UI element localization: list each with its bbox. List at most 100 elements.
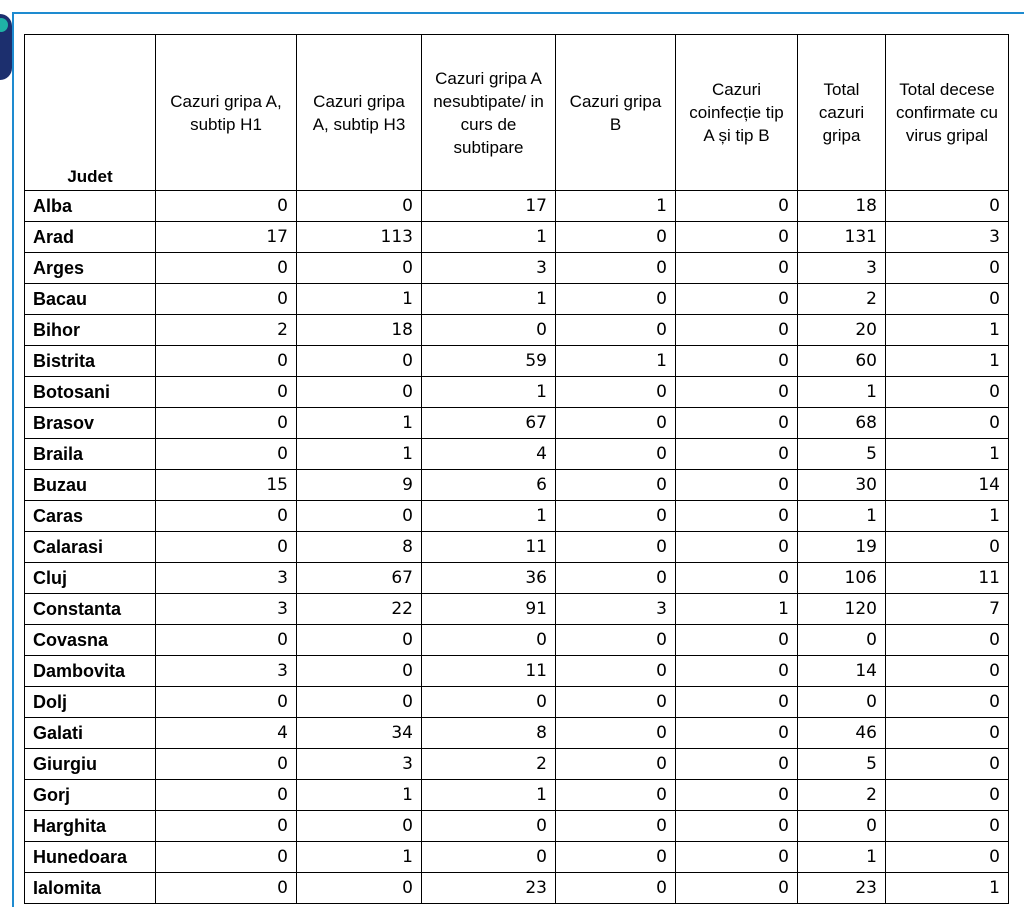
cell-value: 0 (421, 686, 556, 718)
cell-value: 0 (555, 469, 676, 501)
cell-value: 3 (155, 562, 297, 594)
cell-value: 0 (675, 345, 798, 377)
cell-value: 0 (675, 779, 798, 811)
cell-value: 0 (797, 810, 886, 842)
cell-value: 0 (555, 655, 676, 687)
cell-value: 0 (675, 562, 798, 594)
cell-value: 6 (421, 469, 556, 501)
cell-value: 131 (797, 221, 886, 253)
cell-value: 11 (421, 531, 556, 563)
cell-value: 0 (555, 314, 676, 346)
county-name: Buzau (24, 469, 156, 501)
cell-value: 0 (885, 686, 1009, 718)
cell-value: 0 (155, 872, 297, 904)
cell-value: 19 (797, 531, 886, 563)
cell-value: 0 (885, 252, 1009, 284)
cell-value: 0 (555, 283, 676, 315)
column-header: Cazuri gripa A, subtip H1 (155, 34, 297, 191)
cell-value: 0 (675, 252, 798, 284)
cell-value: 0 (675, 686, 798, 718)
table-row: Brasov 0 1 67 0 0 68 0 (24, 407, 1009, 439)
cell-value: 15 (155, 469, 297, 501)
cell-value: 0 (155, 283, 297, 315)
cell-value: 0 (155, 810, 297, 842)
cell-value: 0 (675, 531, 798, 563)
table-row: Alba 0 0 17 1 0 18 0 (24, 190, 1009, 222)
cell-value: 2 (421, 748, 556, 780)
cell-value: 0 (555, 717, 676, 749)
table-row: Arad 17 113 1 0 0 131 3 (24, 221, 1009, 253)
cell-value: 0 (885, 190, 1009, 222)
cell-value: 2 (155, 314, 297, 346)
table-row: Harghita 0 0 0 0 0 0 0 (24, 810, 1009, 842)
table-row: Bacau 0 1 1 0 0 2 0 (24, 283, 1009, 315)
county-name: Alba (24, 190, 156, 222)
cell-value: 0 (675, 438, 798, 470)
table-body: Alba 0 0 17 1 0 18 0 Arad 17 113 1 0 0 131 3 Arges 0 0 3 0 0 3… (24, 190, 1009, 904)
county-name: Dambovita (24, 655, 156, 687)
cell-value: 14 (885, 469, 1009, 501)
cell-value: 8 (421, 717, 556, 749)
cell-value: 1 (296, 841, 422, 873)
county-name: Calarasi (24, 531, 156, 563)
cell-value: 0 (155, 748, 297, 780)
cell-value: 0 (885, 531, 1009, 563)
cell-value: 0 (555, 779, 676, 811)
cell-value: 1 (675, 593, 798, 625)
cell-value: 0 (155, 190, 297, 222)
cell-value: 0 (421, 624, 556, 656)
cell-value: 0 (675, 717, 798, 749)
cell-value: 1 (885, 438, 1009, 470)
table-row: Giurgiu 0 3 2 0 0 5 0 (24, 748, 1009, 780)
table-row: Gorj 0 1 1 0 0 2 0 (24, 779, 1009, 811)
cell-value: 17 (155, 221, 297, 253)
county-name: Constanta (24, 593, 156, 625)
table-row: Buzau 15 9 6 0 0 30 14 (24, 469, 1009, 501)
cell-value: 0 (885, 283, 1009, 315)
cell-value: 0 (885, 624, 1009, 656)
cell-value: 0 (797, 686, 886, 718)
cell-value: 0 (296, 686, 422, 718)
county-name: Bacau (24, 283, 156, 315)
cell-value: 0 (555, 686, 676, 718)
cell-value: 0 (555, 500, 676, 532)
cell-value: 0 (675, 810, 798, 842)
table-row: Braila 0 1 4 0 0 5 1 (24, 438, 1009, 470)
cell-value: 0 (421, 810, 556, 842)
cell-value: 1 (421, 500, 556, 532)
cell-value: 0 (675, 376, 798, 408)
cell-value: 0 (296, 810, 422, 842)
cell-value: 106 (797, 562, 886, 594)
table-row: Dambovita 3 0 11 0 0 14 0 (24, 655, 1009, 687)
cell-value: 18 (797, 190, 886, 222)
cell-value: 1 (421, 779, 556, 811)
table-row: Caras 0 0 1 0 0 1 1 (24, 500, 1009, 532)
cell-value: 0 (885, 810, 1009, 842)
cell-value: 0 (296, 252, 422, 284)
cell-value: 17 (421, 190, 556, 222)
cell-value: 30 (797, 469, 886, 501)
cell-value: 0 (296, 500, 422, 532)
cell-value: 1 (421, 283, 556, 315)
cell-value: 1 (296, 779, 422, 811)
county-name: Dolj (24, 686, 156, 718)
column-header: Judet (24, 34, 156, 191)
cell-value: 3 (296, 748, 422, 780)
cell-value: 0 (675, 624, 798, 656)
column-header: Cazuri gripa A nesubtipate/ in curs de s… (421, 34, 556, 191)
cell-value: 3 (155, 593, 297, 625)
cell-value: 0 (155, 500, 297, 532)
cell-value: 0 (675, 841, 798, 873)
cell-value: 0 (296, 655, 422, 687)
cell-value: 1 (555, 345, 676, 377)
cell-value: 23 (421, 872, 556, 904)
logo-dot (0, 18, 8, 32)
cell-value: 20 (797, 314, 886, 346)
cell-value: 36 (421, 562, 556, 594)
cell-value: 1 (885, 500, 1009, 532)
table-row: Dolj 0 0 0 0 0 0 0 (24, 686, 1009, 718)
table-row: Calarasi 0 8 11 0 0 19 0 (24, 531, 1009, 563)
cell-value: 8 (296, 531, 422, 563)
cell-value: 0 (555, 872, 676, 904)
